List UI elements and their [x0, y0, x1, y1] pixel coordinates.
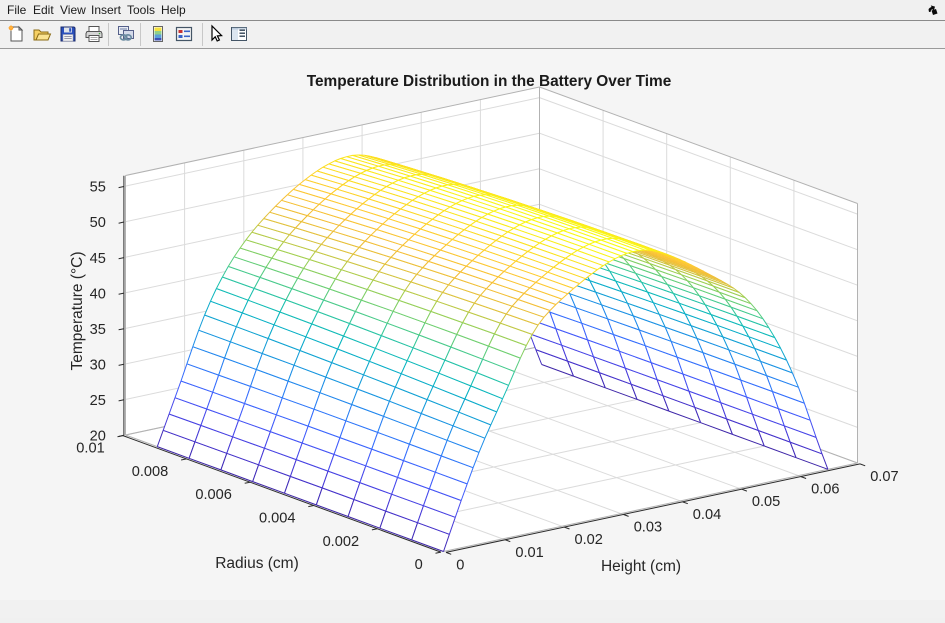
svg-text:0.004: 0.004 [259, 511, 296, 527]
svg-text:Temperature (°C): Temperature (°C) [69, 251, 86, 370]
svg-text:0.01: 0.01 [515, 545, 543, 561]
svg-text:55: 55 [90, 180, 106, 196]
svg-text:0.006: 0.006 [195, 487, 232, 503]
svg-text:0.06: 0.06 [811, 482, 839, 498]
svg-text:0.008: 0.008 [132, 464, 169, 480]
svg-text:25: 25 [90, 393, 106, 409]
svg-text:20: 20 [90, 429, 106, 445]
svg-text:Radius (cm): Radius (cm) [215, 555, 299, 572]
svg-text:0.03: 0.03 [634, 520, 662, 536]
svg-text:Temperature Distribution in th: Temperature Distribution in the Battery … [307, 73, 672, 90]
svg-text:0.07: 0.07 [870, 469, 898, 485]
svg-text:0: 0 [415, 557, 423, 573]
svg-text:30: 30 [90, 357, 106, 373]
svg-text:0: 0 [456, 557, 464, 573]
svg-text:0.05: 0.05 [752, 494, 780, 510]
svg-text:0.04: 0.04 [693, 507, 721, 523]
svg-text:45: 45 [90, 251, 106, 267]
svg-text:40: 40 [90, 286, 106, 302]
svg-text:35: 35 [90, 322, 106, 338]
svg-text:Height (cm): Height (cm) [601, 558, 681, 575]
svg-text:50: 50 [90, 215, 106, 231]
svg-text:0.002: 0.002 [323, 534, 360, 550]
svg-text:0.02: 0.02 [575, 532, 603, 548]
